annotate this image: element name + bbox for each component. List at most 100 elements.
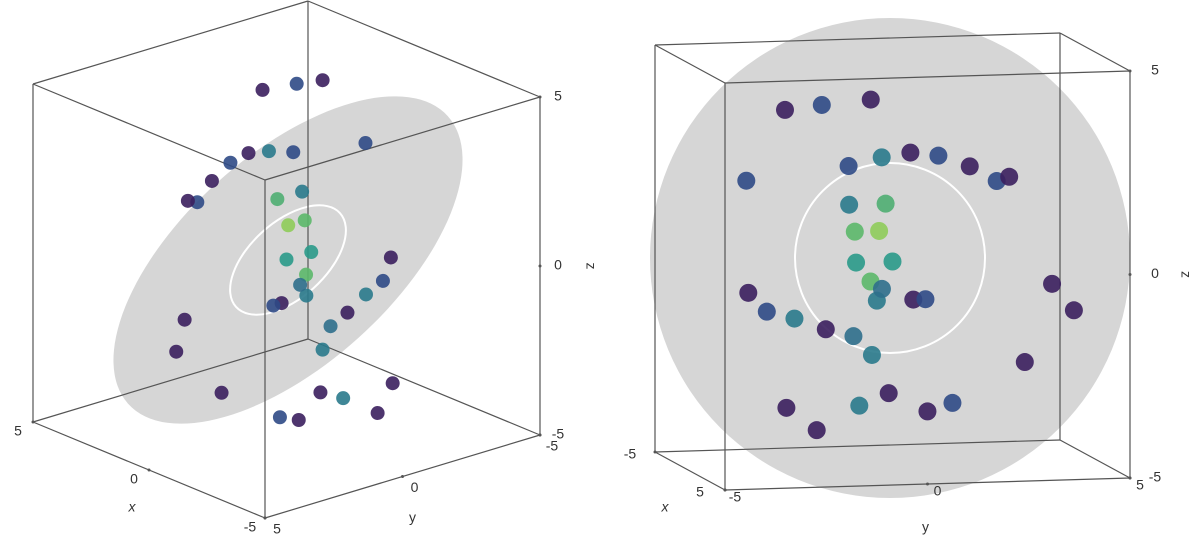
box-edge	[32, 0, 309, 85]
data-point	[876, 194, 895, 213]
tick-mark	[653, 450, 657, 454]
data-point	[315, 73, 330, 88]
data-point	[916, 290, 935, 309]
data-point	[812, 95, 831, 114]
x-tick-label: -5	[624, 446, 637, 462]
data-point	[370, 406, 385, 421]
y-tick-label: 5	[1136, 477, 1144, 493]
tick-mark	[926, 482, 929, 486]
tick-mark	[1128, 273, 1132, 276]
tick-mark	[263, 516, 267, 520]
z-tick-label: 5	[554, 88, 562, 104]
y-tick-label: 0	[934, 483, 942, 499]
data-point	[336, 391, 351, 406]
data-point	[929, 146, 948, 165]
data-point	[839, 157, 858, 176]
data-point	[845, 222, 864, 241]
data-point	[737, 171, 756, 190]
data-point	[299, 288, 314, 303]
tick-mark	[401, 475, 404, 478]
data-point	[918, 402, 937, 421]
data-point	[777, 398, 796, 417]
box-edge	[654, 44, 726, 84]
data-point	[279, 252, 294, 267]
data-point	[315, 342, 330, 357]
y-axis-title: y	[922, 519, 929, 535]
data-point	[872, 148, 891, 167]
data-point	[270, 192, 285, 207]
box-edge	[654, 451, 726, 491]
data-point	[323, 319, 338, 334]
disk-hole	[229, 204, 347, 316]
z-tick-label: 0	[554, 257, 562, 273]
x-tick-label: 0	[130, 471, 138, 487]
y-tick-label: 0	[411, 479, 419, 495]
data-point	[883, 252, 902, 271]
data-point	[847, 253, 866, 272]
box-edge	[32, 338, 309, 423]
data-point	[304, 245, 319, 260]
disk-hole	[794, 162, 986, 354]
data-point	[844, 327, 863, 346]
data-point	[807, 421, 826, 440]
z-axis-title: z	[583, 263, 599, 270]
data-point	[383, 250, 398, 265]
data-point	[861, 90, 880, 109]
box-edge	[264, 96, 541, 181]
y-tick-label: -5	[546, 438, 559, 454]
tick-mark	[723, 488, 727, 492]
box-edge	[307, 0, 541, 98]
y-axis-title: y	[409, 509, 416, 525]
data-point	[872, 279, 891, 298]
data-point	[870, 221, 889, 240]
data-point	[241, 146, 256, 161]
box-edge	[724, 70, 1131, 84]
tick-mark	[538, 264, 542, 268]
tick-mark	[1128, 476, 1132, 480]
tick-mark	[147, 468, 151, 472]
x-axis-title: x	[128, 499, 137, 515]
data-point	[204, 173, 219, 188]
data-point	[816, 320, 835, 339]
data-point	[1000, 167, 1019, 186]
data-point	[358, 136, 373, 151]
data-point	[943, 393, 962, 412]
data-point	[255, 82, 270, 97]
data-point	[169, 344, 184, 359]
y-tick-label: -5	[729, 489, 742, 505]
box-edge	[1059, 32, 1131, 72]
data-point	[295, 184, 310, 199]
data-point	[901, 143, 920, 162]
tick-mark	[31, 420, 35, 424]
data-point	[879, 384, 898, 403]
z-axis-title: z	[1178, 271, 1194, 278]
data-point	[785, 309, 804, 328]
data-point	[313, 385, 328, 400]
tick-mark	[1128, 69, 1132, 73]
box-edge	[1059, 439, 1131, 479]
data-point	[340, 305, 355, 320]
box-edge	[654, 32, 1061, 46]
tick-mark	[538, 95, 542, 99]
data-point	[385, 376, 400, 391]
data-point	[286, 145, 301, 160]
y-tick-label: 5	[273, 521, 281, 537]
data-point	[214, 385, 229, 400]
data-point	[297, 213, 312, 228]
data-point	[266, 298, 281, 313]
data-point	[281, 218, 296, 233]
data-point	[850, 396, 869, 415]
tick-mark	[538, 433, 542, 437]
data-point	[180, 193, 195, 208]
box-edge	[654, 439, 1061, 453]
x-tick-label: 5	[14, 423, 22, 439]
data-point	[757, 302, 776, 321]
data-point	[293, 277, 308, 292]
data-point	[1064, 301, 1083, 320]
data-point	[840, 195, 859, 214]
z-tick-label: 0	[1151, 265, 1159, 281]
box-edge	[307, 338, 541, 436]
data-point	[261, 144, 276, 159]
data-point	[177, 312, 192, 327]
